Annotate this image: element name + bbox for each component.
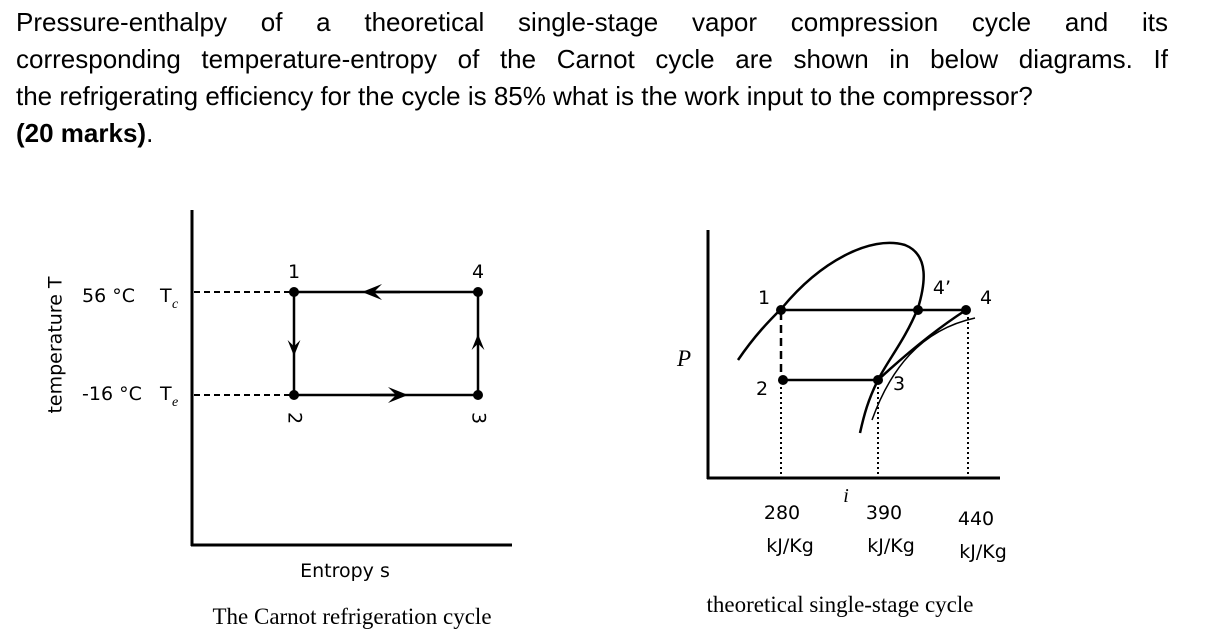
state-point bbox=[473, 287, 483, 297]
subscript: c bbox=[172, 297, 179, 312]
enthalpy-unit: kJ/Kg bbox=[766, 535, 814, 557]
state-point bbox=[776, 305, 786, 315]
state-point bbox=[778, 375, 788, 385]
point-label: 2 bbox=[756, 378, 768, 400]
ph-diagram bbox=[706, 230, 1000, 480]
y-axis-label: temperature T bbox=[45, 276, 67, 413]
question-line: the refrigerating efficiency for the cyc… bbox=[16, 81, 1033, 111]
state-point bbox=[913, 305, 923, 315]
state-point bbox=[289, 390, 299, 400]
isentrope bbox=[871, 317, 976, 421]
x-axis-label: Entropy s bbox=[300, 560, 390, 582]
point-label: 4 bbox=[472, 261, 484, 283]
caption: theoretical single-stage cycle bbox=[707, 592, 974, 617]
symbol: T bbox=[159, 383, 172, 405]
temperature-label: -16 °C bbox=[82, 383, 142, 405]
caption: The Carnot refrigeration cycle bbox=[212, 604, 491, 629]
symbol: T bbox=[159, 285, 172, 307]
state-point bbox=[289, 287, 299, 297]
state-point bbox=[873, 375, 883, 385]
compression-line bbox=[877, 308, 967, 381]
question-line: Pressure-enthalpy of a theoretical singl… bbox=[16, 7, 1168, 37]
y-axis-label: P bbox=[676, 346, 691, 371]
saturation-dome bbox=[736, 241, 925, 434]
temperature-label: 56 °C bbox=[82, 285, 135, 307]
point-label: 1 bbox=[288, 261, 300, 283]
question: Pressure-enthalpy of a theoretical singl… bbox=[16, 4, 1168, 152]
point-label: 4’ bbox=[933, 277, 951, 299]
point-label: 1 bbox=[758, 287, 770, 309]
point-label: 3 bbox=[893, 373, 905, 395]
point-label: 4 bbox=[980, 287, 992, 309]
enthalpy-value: 280 bbox=[764, 502, 800, 524]
subscript: e bbox=[172, 395, 178, 410]
cycle bbox=[292, 290, 480, 397]
carnot-diagram bbox=[190, 210, 512, 547]
enthalpy-unit: kJ/Kg bbox=[867, 535, 915, 557]
marks: (20 marks) bbox=[16, 118, 147, 148]
marks-line: (20 marks). bbox=[16, 115, 1168, 152]
point-label: 3 bbox=[468, 412, 490, 424]
x-axis-label: i bbox=[843, 485, 849, 507]
state-point bbox=[961, 305, 971, 315]
enthalpy-value: 390 bbox=[866, 502, 902, 524]
enthalpy-unit: kJ/Kg bbox=[959, 541, 1007, 563]
point-label: 2 bbox=[284, 412, 306, 424]
period: . bbox=[146, 118, 154, 148]
question-line: corresponding temperature-entropy of the… bbox=[16, 44, 1168, 74]
enthalpy-value: 440 bbox=[958, 508, 994, 530]
state-point bbox=[473, 390, 483, 400]
